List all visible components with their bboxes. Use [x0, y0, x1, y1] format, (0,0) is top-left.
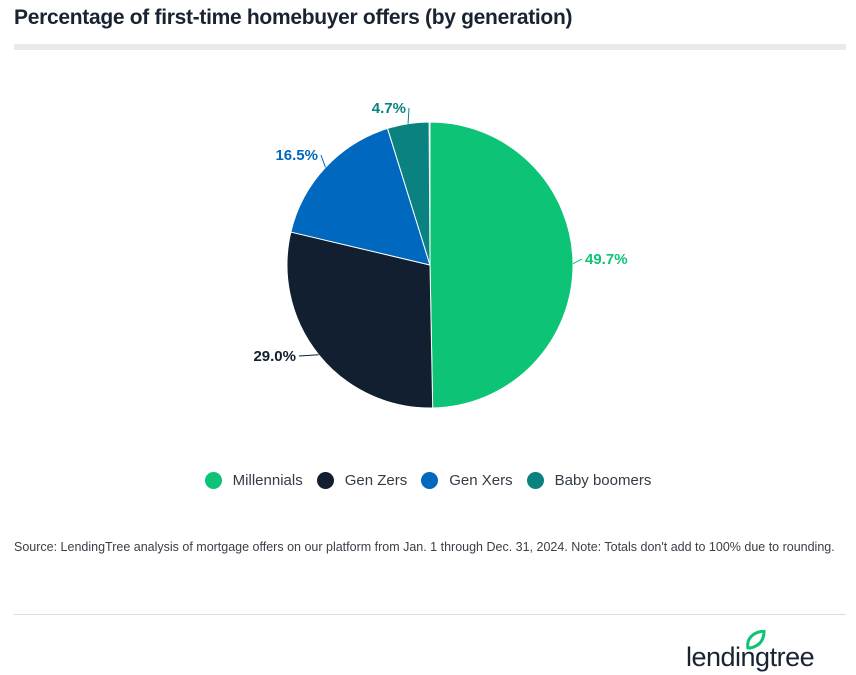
pie-slice-gen-xers[interactable] [290, 127, 431, 266]
legend-label: Millennials [232, 472, 303, 489]
legend-dot-icon [421, 472, 439, 489]
legend: Millennials Gen Zers Gen Xers Baby boome… [0, 472, 856, 489]
title-divider [14, 44, 846, 50]
lendingtree-logo: lendingtree [686, 630, 815, 672]
footer-divider [14, 614, 846, 615]
legend-item-gen-zers[interactable]: Gen Zers [316, 472, 408, 489]
pie-slice-gen-zers[interactable] [286, 231, 434, 409]
legend-label: Gen Zers [344, 472, 408, 489]
data-label: 29.0% [253, 348, 296, 365]
pie-slices [286, 121, 574, 409]
data-label: 4.7% [372, 100, 406, 117]
label-connector [572, 258, 583, 265]
logo-text: lendingtree [686, 642, 814, 672]
legend-label: Gen Xers [449, 472, 513, 489]
label-connector [320, 154, 326, 168]
legend-item-baby-boomers[interactable]: Baby boomers [526, 472, 652, 489]
legend-item-millennials[interactable]: Millennials [204, 472, 303, 489]
pie-chart: 49.7% 29.0% 16.5% 4.7% [253, 100, 628, 409]
pie-slice-baby-boomers[interactable] [386, 121, 431, 266]
pie-labels: 49.7% 29.0% 16.5% 4.7% [253, 100, 627, 365]
legend-label: Baby boomers [554, 472, 652, 489]
legend-dot-icon [526, 472, 544, 489]
legend-dot-icon [204, 472, 222, 489]
label-connector [298, 354, 319, 357]
chart-title: Percentage of first-time homebuyer offer… [14, 6, 573, 29]
leaf-icon [746, 630, 766, 650]
legend-item-gen-xers[interactable]: Gen Xers [421, 472, 513, 489]
data-label: 16.5% [275, 147, 318, 164]
data-label: 49.7% [585, 251, 628, 268]
pie-slice-millennials[interactable] [429, 121, 574, 409]
legend-dot-icon [316, 472, 334, 489]
label-connector [407, 107, 410, 124]
source-note: Source: LendingTree analysis of mortgage… [14, 540, 835, 554]
